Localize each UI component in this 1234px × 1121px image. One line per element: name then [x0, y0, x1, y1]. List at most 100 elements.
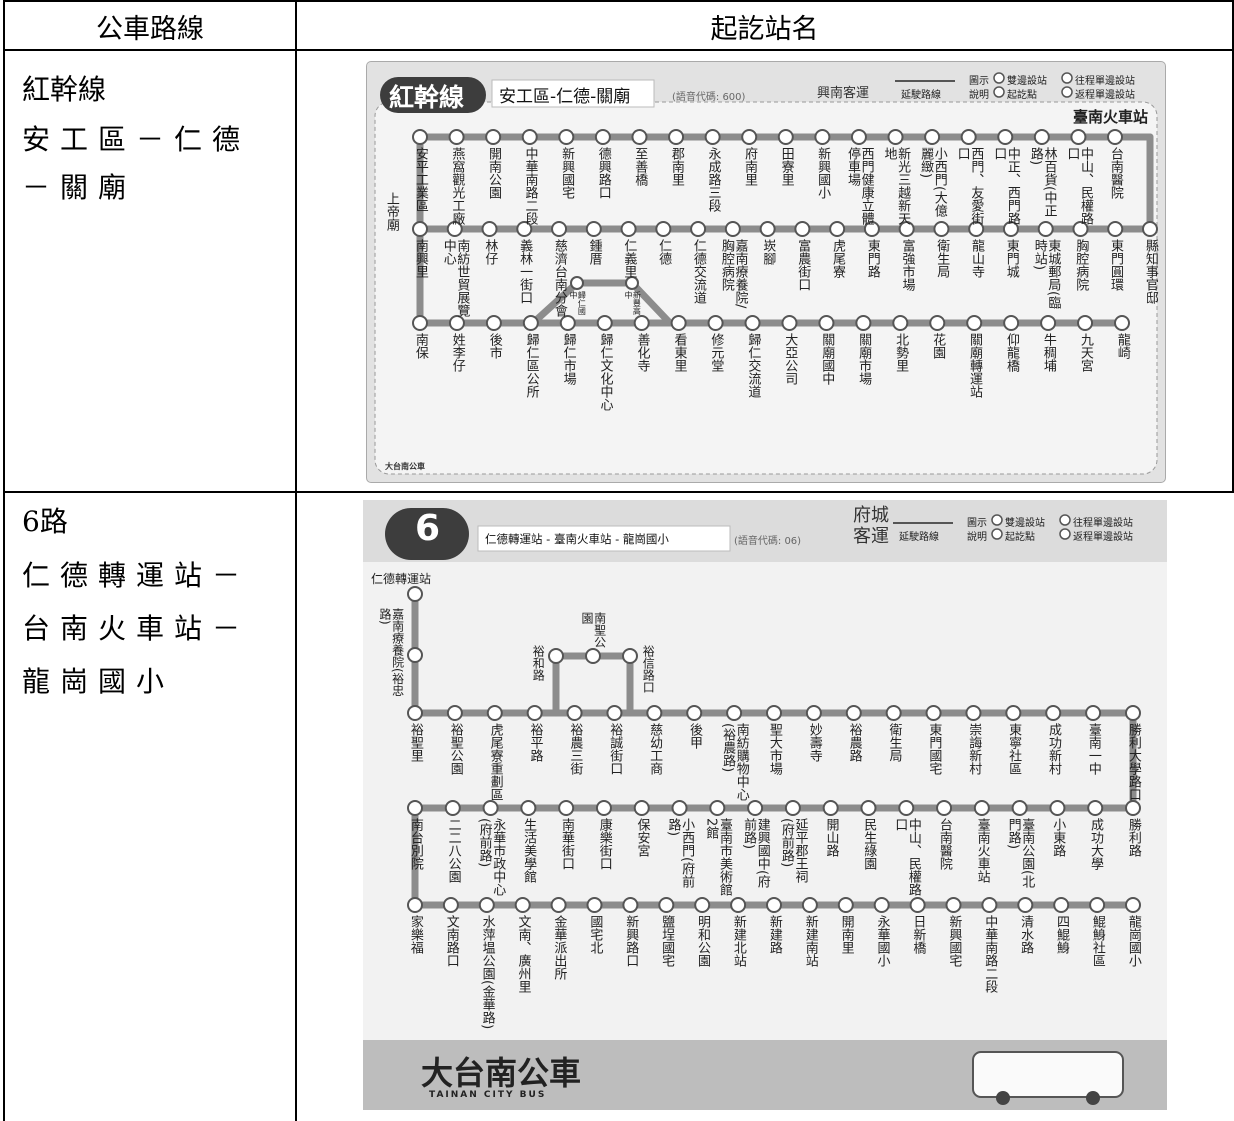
station-dot: [446, 221, 463, 237]
title-bg: [477, 525, 731, 552]
station-dot: [829, 221, 846, 237]
legend-marker: [1059, 528, 1071, 540]
station-label: 慈濟台南分會: [551, 239, 567, 317]
station-dot: [558, 129, 575, 145]
station-dot: [936, 800, 953, 816]
station-dot: [860, 800, 877, 816]
station-label: 歸仁市場: [560, 333, 576, 385]
station-dot: [448, 129, 465, 145]
station-label: 文南、廣州里: [515, 915, 531, 993]
station-dot: [1002, 221, 1019, 237]
station-label: 南台別院: [407, 818, 423, 870]
station-label: 新建路: [766, 915, 782, 954]
table-border: [3, 49, 1234, 51]
station-dot: [521, 129, 538, 145]
legend-text: 延駛路線: [901, 90, 941, 101]
station-dot: [707, 315, 724, 331]
station-dot: [586, 897, 603, 913]
footer-logo: 大台南公車: [385, 462, 425, 471]
station-label: 看東里: [671, 333, 687, 372]
station-dot: [925, 705, 942, 721]
station-dot: [1053, 897, 1070, 913]
station-label: 裕平路: [527, 723, 543, 762]
route-title: 仁德轉運站 - 臺南火車站 - 龍崗國小: [485, 532, 669, 546]
station-label: 大亞公司: [782, 333, 798, 385]
station-label: 四鯤鯓: [1054, 915, 1070, 954]
station-label: 勝利大學路口: [1125, 723, 1141, 801]
station-label: 關廟國中: [819, 333, 835, 385]
station-dot: [837, 897, 854, 913]
station-dot: [548, 648, 564, 664]
station-label: 田寮里: [778, 147, 794, 186]
station-label: 燕窩觀光工廠: [449, 147, 465, 225]
station-label: 善化寺: [634, 333, 650, 372]
station-label: 龍山寺: [969, 239, 985, 278]
station-dot: [1107, 129, 1123, 145]
branch-label: 新豐高中: [624, 291, 642, 315]
station-dot: [1049, 800, 1066, 816]
station-label: 臺南火車站: [974, 818, 990, 883]
map-panel: [374, 101, 1158, 475]
station-dot: [570, 276, 584, 290]
station-label: 新建南站: [802, 915, 818, 967]
voice-code: (語音代碼: 06): [734, 536, 802, 547]
station-dot: [855, 315, 872, 331]
station-label: 家樂福: [407, 915, 423, 954]
station-label: 胸腔病院: [1073, 239, 1089, 291]
station-label: 裕和路: [531, 645, 546, 681]
station-dot: [1077, 315, 1094, 331]
station-dot: [794, 221, 811, 237]
station-label: 嘉南療養院/胸腔病院: [718, 239, 748, 309]
station-label: 新興路口: [623, 915, 639, 967]
station-dot: [585, 648, 601, 664]
station-label: 至善橋: [632, 147, 648, 186]
station-dot: [1142, 221, 1158, 237]
station-dot: [668, 129, 685, 145]
station-dot: [845, 705, 862, 721]
station-dot: [741, 129, 758, 145]
station-dot: [945, 897, 962, 913]
route-badge: 6: [415, 508, 441, 549]
station-label: 花園: [930, 333, 946, 359]
station-dot: [622, 648, 638, 664]
station-label: 東寧社區: [1006, 723, 1022, 775]
station-dot: [730, 897, 747, 913]
station-label: 永成路三段: [705, 147, 721, 212]
station-label: 新興國小: [815, 147, 831, 199]
station-label: 建興國中(府前路): [741, 818, 770, 889]
station-dot: [407, 586, 423, 602]
station-dot: [704, 129, 721, 145]
station-dot: [909, 897, 926, 913]
badge-bg: [380, 77, 486, 113]
station-label: 中正、西門路口: [991, 147, 1020, 225]
station-dot: [822, 800, 839, 816]
station-dot: [596, 315, 613, 331]
station-label: 林百貨(中正路): [1027, 147, 1057, 218]
station-dot: [924, 129, 941, 145]
station-dot: [448, 315, 465, 331]
legend-text: 說明: [967, 532, 987, 543]
station-label: 仁德轉運站: [371, 572, 432, 586]
station-label: 台南醫院: [936, 818, 952, 870]
legend-text: 起訖點: [1007, 90, 1037, 101]
legend-marker: [1061, 72, 1073, 84]
station-dot: [766, 897, 782, 913]
station-dot: [514, 897, 531, 913]
station-dot: [559, 315, 576, 331]
station-dot: [863, 221, 880, 237]
station-dot: [631, 129, 648, 145]
station-dot: [407, 897, 423, 913]
station-label: 裕農路: [846, 723, 862, 762]
station-dot: [1070, 129, 1087, 145]
station-dot: [478, 897, 495, 913]
operator: 興南客運: [817, 86, 870, 101]
legend-marker: [991, 514, 1003, 526]
station-label: 龍崗國小: [1125, 915, 1141, 967]
station-label: 東門路: [864, 239, 880, 278]
station-label: 小東路: [1050, 818, 1066, 857]
station-dot: [777, 129, 794, 145]
station-dot: [1107, 221, 1124, 237]
station-label: 牛稠埔: [1040, 333, 1056, 372]
station-label: 西門、友愛街口: [954, 147, 984, 225]
